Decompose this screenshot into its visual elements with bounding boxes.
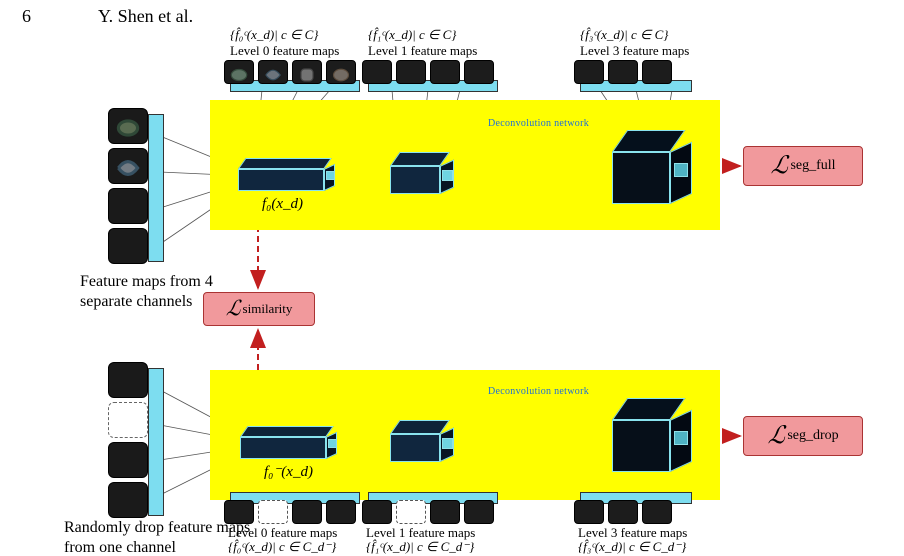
page-number: 6	[22, 6, 31, 27]
top-l1-math-text: {f̂₁ᶜ(x_d)| c ∈ C}	[368, 27, 456, 42]
authors: Y. Shen et al.	[98, 6, 193, 27]
bot-l3-math: {f̂₃ᶜ(x_d)| c ∈ C_d⁻}	[578, 540, 686, 554]
bot-l1-math: {f̂₁ᶜ(x_d)| c ∈ C_d⁻}	[366, 540, 474, 554]
f0-full-label: f₀(x_d)	[262, 196, 303, 213]
top-l0-math: {f̂₀ᶜ(x_d)| c ∈ C}	[230, 28, 318, 42]
loss-similarity: ℒsimilarity	[203, 292, 315, 326]
top-l0-label: Level 0 feature maps	[230, 44, 339, 58]
top-l3-math: {f̂₃ᶜ(x_d)| c ∈ C}	[580, 28, 668, 42]
top-l3-math-text: {f̂₃ᶜ(x_d)| c ∈ C}	[580, 27, 668, 42]
bot-l1-math-text: {f̂₁ᶜ(x_d)| c ∈ C_d⁻}	[366, 539, 474, 554]
top-l1-math: {f̂₁ᶜ(x_d)| c ∈ C}	[368, 28, 456, 42]
top-l0-math-text: {f̂₀ᶜ(x_d)| c ∈ C}	[230, 27, 318, 42]
f0-drop-label: f₀⁻(x_d)	[264, 462, 313, 481]
bot-l0-math-text: {f̂₀ᶜ(x_d)| c ∈ C_d⁻}	[228, 539, 336, 554]
loss-seg-drop: ℒseg_drop	[743, 416, 863, 456]
deconv-label-top: Deconvolution network	[488, 118, 589, 129]
top-l3-label: Level 3 feature maps	[580, 44, 689, 58]
figure: { "header": { "page_number": "6", "autho…	[0, 0, 904, 556]
bot-l3-math-text: {f̂₃ᶜ(x_d)| c ∈ C_d⁻}	[578, 539, 686, 554]
bot-l0-math: {f̂₀ᶜ(x_d)| c ∈ C_d⁻}	[228, 540, 336, 554]
top-l1-label: Level 1 feature maps	[368, 44, 477, 58]
deconv-label-bot: Deconvolution network	[488, 386, 589, 397]
loss-seg-full: ℒseg_full	[743, 146, 863, 186]
authors-text: Y. Shen et al.	[98, 6, 193, 26]
